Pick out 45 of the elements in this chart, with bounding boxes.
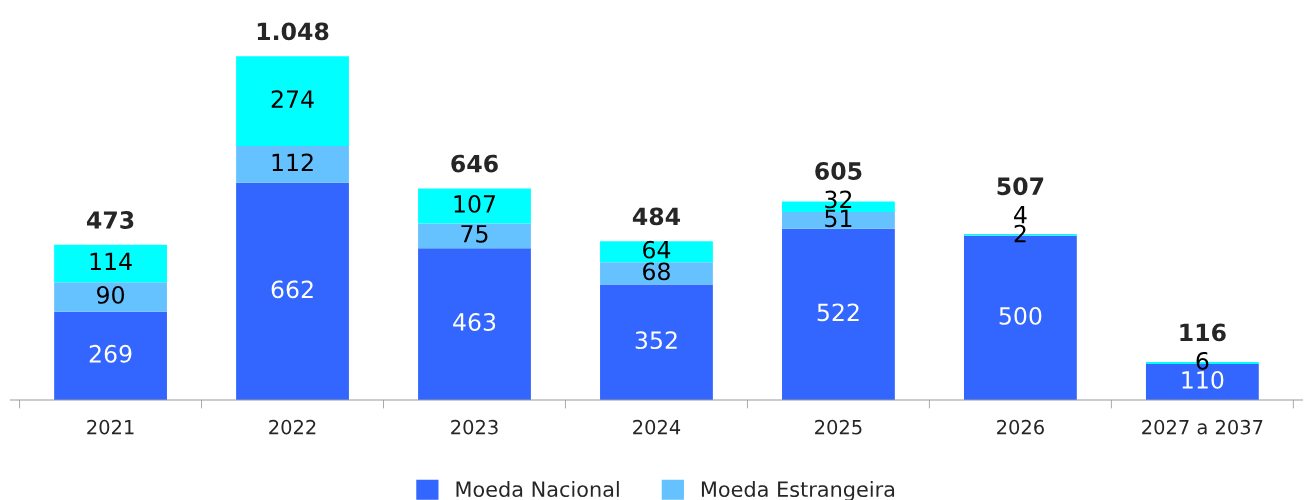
data-label: 352 xyxy=(635,331,677,350)
bar xyxy=(418,188,531,224)
legend-label: Moeda Nacional xyxy=(456,480,619,498)
x-tick-label: 2023 xyxy=(451,419,498,435)
bar xyxy=(54,311,167,400)
data-label: 4 xyxy=(1014,206,1027,224)
data-label: 51 xyxy=(825,209,852,228)
x-tick-label: 2026 xyxy=(997,419,1044,435)
data-label: 64 xyxy=(643,240,671,259)
bar xyxy=(54,244,167,283)
data-label: 269 xyxy=(89,344,132,363)
data-label: 662 xyxy=(271,280,313,299)
x-tick-label: 2022 xyxy=(269,419,316,435)
bar xyxy=(236,56,349,147)
bar xyxy=(600,262,713,285)
x-tick-label: 2027 a 2037 xyxy=(1142,419,1263,435)
x-tick-label: 2021 xyxy=(87,419,134,435)
data-label: 90 xyxy=(97,286,125,304)
data-label: 274 xyxy=(271,90,314,108)
data-label: 107 xyxy=(454,194,496,213)
x-tick-label: 2025 xyxy=(815,419,862,435)
bar xyxy=(236,182,349,400)
bar xyxy=(600,284,713,400)
total-label: 605 xyxy=(815,162,862,180)
total-label: 1.048 xyxy=(257,22,329,41)
data-label: 500 xyxy=(999,306,1042,325)
data-label: 114 xyxy=(90,252,132,271)
bar xyxy=(236,146,349,183)
total-label: 473 xyxy=(86,211,134,229)
total-label: 116 xyxy=(1180,323,1226,342)
data-label: 463 xyxy=(453,313,496,331)
data-label: 110 xyxy=(1182,370,1224,389)
data-label: 112 xyxy=(272,153,313,172)
data-label: 522 xyxy=(817,303,859,322)
data-label: 68 xyxy=(643,262,670,281)
x-tick-label: 2024 xyxy=(633,419,681,435)
bar xyxy=(600,241,713,263)
data-label: 75 xyxy=(461,225,488,243)
bar xyxy=(418,248,531,400)
total-label: 484 xyxy=(632,207,681,226)
bar xyxy=(782,228,895,400)
bar xyxy=(418,223,531,249)
total-label: 507 xyxy=(997,177,1044,196)
total-label: 646 xyxy=(451,154,498,173)
bar xyxy=(54,282,167,312)
